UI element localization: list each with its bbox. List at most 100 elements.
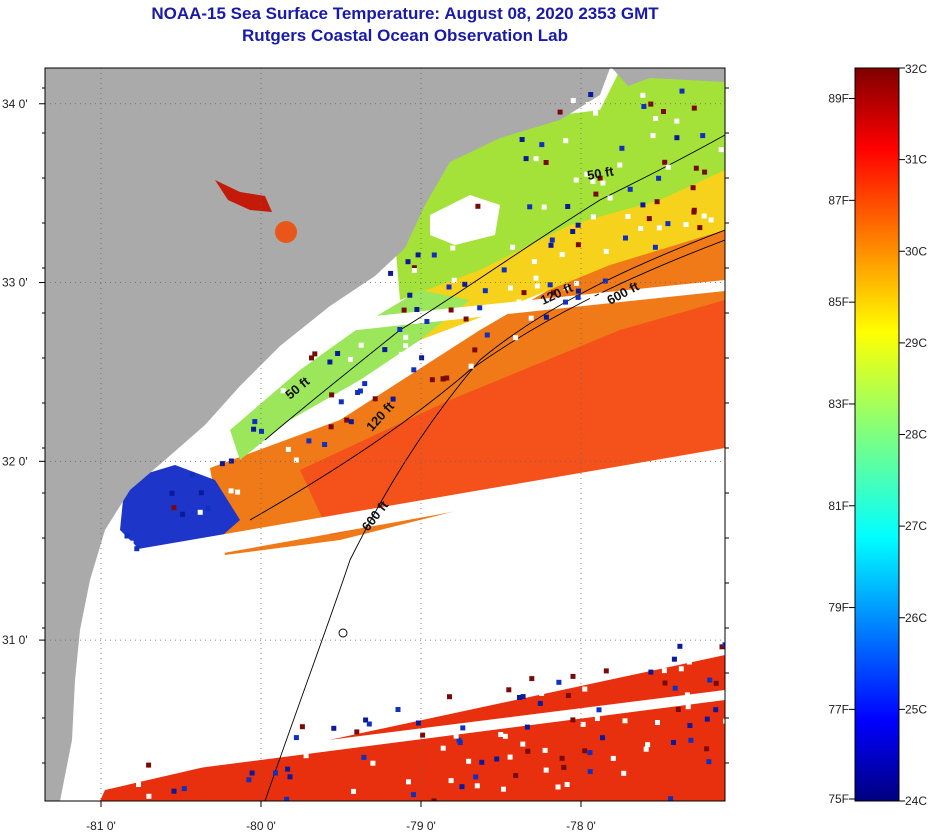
speckle bbox=[329, 392, 335, 398]
speckle bbox=[539, 142, 545, 148]
celsius-label: 30C bbox=[905, 244, 927, 258]
land-mass bbox=[45, 68, 610, 801]
speckle bbox=[563, 299, 568, 305]
speckle bbox=[704, 746, 710, 752]
speckle bbox=[691, 207, 697, 213]
speckle bbox=[280, 388, 286, 394]
speckle bbox=[519, 137, 525, 142]
speckle bbox=[600, 180, 606, 186]
speckle bbox=[446, 284, 452, 290]
celsius-label: 29C bbox=[905, 336, 927, 350]
speckle bbox=[459, 784, 465, 790]
speckle bbox=[448, 307, 454, 313]
speckle bbox=[482, 288, 488, 294]
speckle bbox=[494, 756, 500, 762]
speckle bbox=[697, 225, 703, 231]
land-mass-north bbox=[612, 68, 725, 86]
speckle bbox=[411, 265, 417, 271]
speckle bbox=[563, 674, 569, 680]
speckle bbox=[293, 735, 299, 741]
speckle bbox=[524, 724, 530, 730]
speckle bbox=[679, 88, 685, 94]
speckle bbox=[640, 202, 646, 208]
speckle bbox=[327, 359, 333, 365]
speckle bbox=[547, 675, 553, 681]
speckle bbox=[652, 244, 658, 250]
speckle bbox=[411, 792, 416, 798]
speckle bbox=[582, 748, 588, 754]
swath-gap bbox=[45, 470, 725, 801]
speckle bbox=[662, 680, 668, 686]
speckle bbox=[708, 217, 714, 223]
speckle bbox=[420, 732, 426, 738]
seamount-contour bbox=[338, 628, 348, 638]
speckle bbox=[401, 307, 407, 313]
speckle bbox=[570, 673, 576, 679]
speckle bbox=[347, 356, 353, 362]
speckle bbox=[565, 204, 571, 209]
speckle bbox=[354, 729, 360, 735]
speckle bbox=[450, 245, 456, 251]
speckle bbox=[388, 270, 394, 276]
speckle bbox=[531, 259, 537, 264]
speckle bbox=[424, 319, 430, 324]
speckle bbox=[466, 758, 472, 764]
sst-cold-patch bbox=[120, 465, 240, 560]
speckle bbox=[478, 212, 484, 217]
fahrenheit-label: 83F bbox=[828, 397, 849, 411]
speckle bbox=[462, 281, 468, 287]
speckle bbox=[451, 277, 457, 283]
speckle bbox=[419, 355, 425, 361]
speckle bbox=[665, 164, 671, 170]
speckle bbox=[498, 732, 504, 737]
speckle bbox=[671, 740, 676, 745]
speckle bbox=[444, 375, 450, 381]
speckle bbox=[440, 745, 446, 751]
speckle bbox=[602, 278, 608, 284]
speckle bbox=[656, 175, 662, 181]
sst-hot-region bbox=[300, 300, 725, 535]
celsius-label: 31C bbox=[905, 153, 927, 167]
speckle bbox=[429, 377, 435, 383]
speckle bbox=[362, 381, 368, 387]
speckle bbox=[655, 699, 661, 705]
speckle bbox=[299, 724, 305, 730]
speckle bbox=[549, 237, 555, 243]
speckle bbox=[723, 718, 725, 724]
speckle bbox=[169, 490, 175, 496]
speckle bbox=[702, 169, 708, 175]
speckle bbox=[273, 770, 278, 776]
speckle bbox=[171, 505, 177, 511]
speckle bbox=[575, 294, 581, 300]
map-frame bbox=[44, 67, 726, 802]
speckle bbox=[543, 767, 549, 773]
celsius-label: 26C bbox=[905, 611, 927, 625]
speckle bbox=[252, 419, 258, 425]
speckle bbox=[678, 666, 684, 672]
inland-lake-warm bbox=[275, 221, 297, 243]
speckle bbox=[472, 347, 478, 353]
speckle bbox=[548, 242, 554, 248]
fahrenheit-label: 87F bbox=[828, 193, 849, 207]
speckle bbox=[607, 195, 613, 201]
speckle bbox=[171, 788, 177, 794]
speckle bbox=[565, 693, 571, 698]
speckle bbox=[477, 305, 483, 311]
speckle bbox=[584, 171, 590, 177]
speckle bbox=[675, 659, 680, 665]
speckle bbox=[367, 738, 373, 744]
speckle bbox=[587, 769, 593, 775]
speckle bbox=[603, 668, 609, 674]
fahrenheit-label: 85F bbox=[828, 295, 849, 309]
inland-lake-warm bbox=[215, 180, 272, 212]
speckle bbox=[672, 685, 678, 691]
speckle bbox=[559, 252, 565, 257]
speckle bbox=[411, 268, 417, 273]
speckle bbox=[507, 285, 513, 291]
lat-tick-label: 32 0' bbox=[2, 454, 28, 468]
speckle bbox=[622, 718, 628, 724]
speckle bbox=[228, 488, 234, 494]
speckle bbox=[513, 773, 519, 778]
speckle bbox=[623, 235, 628, 241]
